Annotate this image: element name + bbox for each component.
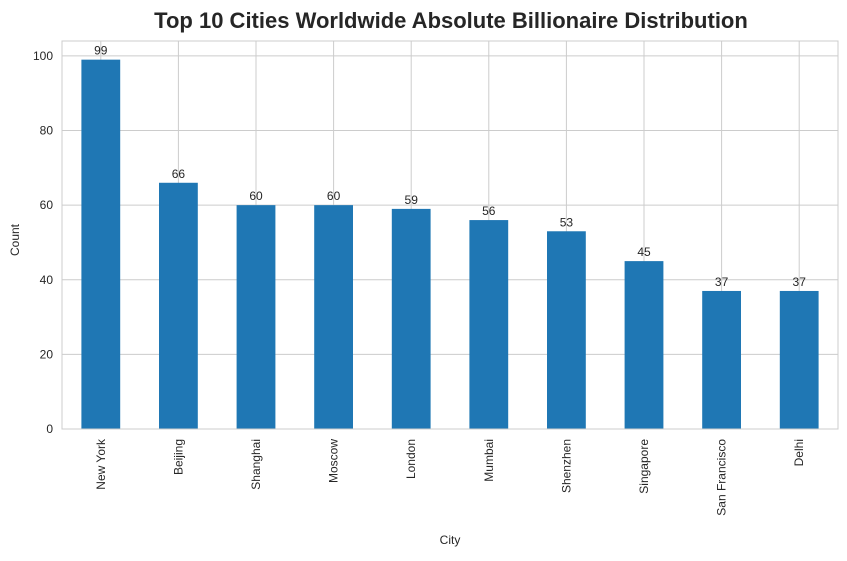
bar: [159, 182, 198, 429]
x-tick-label: Singapore: [637, 439, 651, 494]
x-axis-label: City: [440, 533, 461, 547]
bar: [469, 220, 509, 429]
y-tick-label: 60: [40, 198, 54, 212]
bar: [81, 59, 121, 430]
x-tick-label: Moscow: [327, 439, 341, 483]
data-label: 56: [482, 204, 496, 218]
data-label: 99: [94, 44, 108, 58]
bar: [779, 290, 819, 429]
x-tick-label: Shenzhen: [559, 439, 573, 493]
y-tick-label: 0: [46, 422, 53, 436]
y-tick-label: 20: [40, 347, 54, 361]
bar: [702, 290, 741, 429]
x-tick-label: Delhi: [792, 439, 806, 466]
bar: [547, 231, 586, 429]
bar: [391, 208, 431, 429]
plot-frame: [61, 40, 839, 430]
bar: [624, 261, 664, 429]
x-tick-label: Mumbai: [482, 439, 496, 482]
y-axis-label: Count: [8, 223, 22, 256]
chart-title: Top 10 Cities Worldwide Absolute Billion…: [154, 8, 748, 33]
data-label-layer: 99 66 60 60 59 56 53 45 37 37: [94, 44, 806, 289]
data-label: 60: [249, 189, 263, 203]
data-label: 66: [172, 167, 186, 181]
axis-layer: 0 20 40 60 80 100 New York Beijing Shanghai Mosco…: [33, 40, 839, 516]
y-tick-label: 40: [40, 273, 54, 287]
bar-layer: [81, 59, 819, 430]
data-label: 37: [715, 275, 729, 289]
bar: [314, 205, 353, 429]
data-label: 37: [793, 275, 807, 289]
data-label: 60: [327, 189, 341, 203]
data-label: 45: [637, 245, 651, 259]
x-tick-label: Shanghai: [249, 439, 263, 490]
data-label: 59: [405, 193, 419, 207]
y-tick-label: 80: [40, 124, 54, 138]
bar: [236, 205, 276, 429]
data-label: 53: [560, 215, 574, 229]
y-tick-label: 100: [33, 49, 53, 63]
x-tick-label: New York: [94, 438, 108, 490]
x-tick-label: San Francisco: [715, 439, 729, 516]
x-tick-label: London: [404, 439, 418, 479]
x-tick-label: Beijing: [171, 439, 185, 475]
